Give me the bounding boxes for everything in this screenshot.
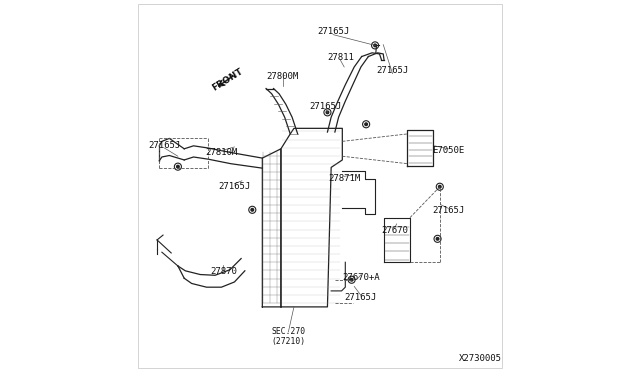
Text: FRONT: FRONT	[211, 67, 245, 93]
Circle shape	[177, 165, 179, 168]
Text: 27165J: 27165J	[376, 66, 409, 75]
Text: 27811: 27811	[327, 53, 354, 62]
Text: 27870: 27870	[210, 267, 237, 276]
Circle shape	[436, 238, 439, 240]
Circle shape	[365, 123, 367, 126]
Text: 27810M: 27810M	[205, 148, 237, 157]
Circle shape	[374, 44, 376, 47]
Text: 27165J: 27165J	[317, 27, 349, 36]
Text: SEC.270
(27210): SEC.270 (27210)	[271, 327, 305, 346]
Text: 27165J: 27165J	[432, 206, 465, 215]
Text: E7050E: E7050E	[432, 146, 465, 155]
Circle shape	[438, 186, 441, 188]
Text: 27670+A: 27670+A	[342, 273, 380, 282]
Text: 27871M: 27871M	[328, 174, 360, 183]
Text: 27165J: 27165J	[310, 102, 342, 110]
Circle shape	[251, 208, 253, 211]
Circle shape	[326, 111, 329, 114]
Text: 27670: 27670	[381, 226, 408, 235]
Circle shape	[350, 278, 353, 281]
Text: 27800M: 27800M	[267, 72, 299, 81]
Text: 27165J: 27165J	[148, 141, 180, 150]
Text: 27165J: 27165J	[218, 182, 251, 190]
Text: X2730005: X2730005	[458, 355, 502, 363]
Text: 27165J: 27165J	[345, 293, 377, 302]
